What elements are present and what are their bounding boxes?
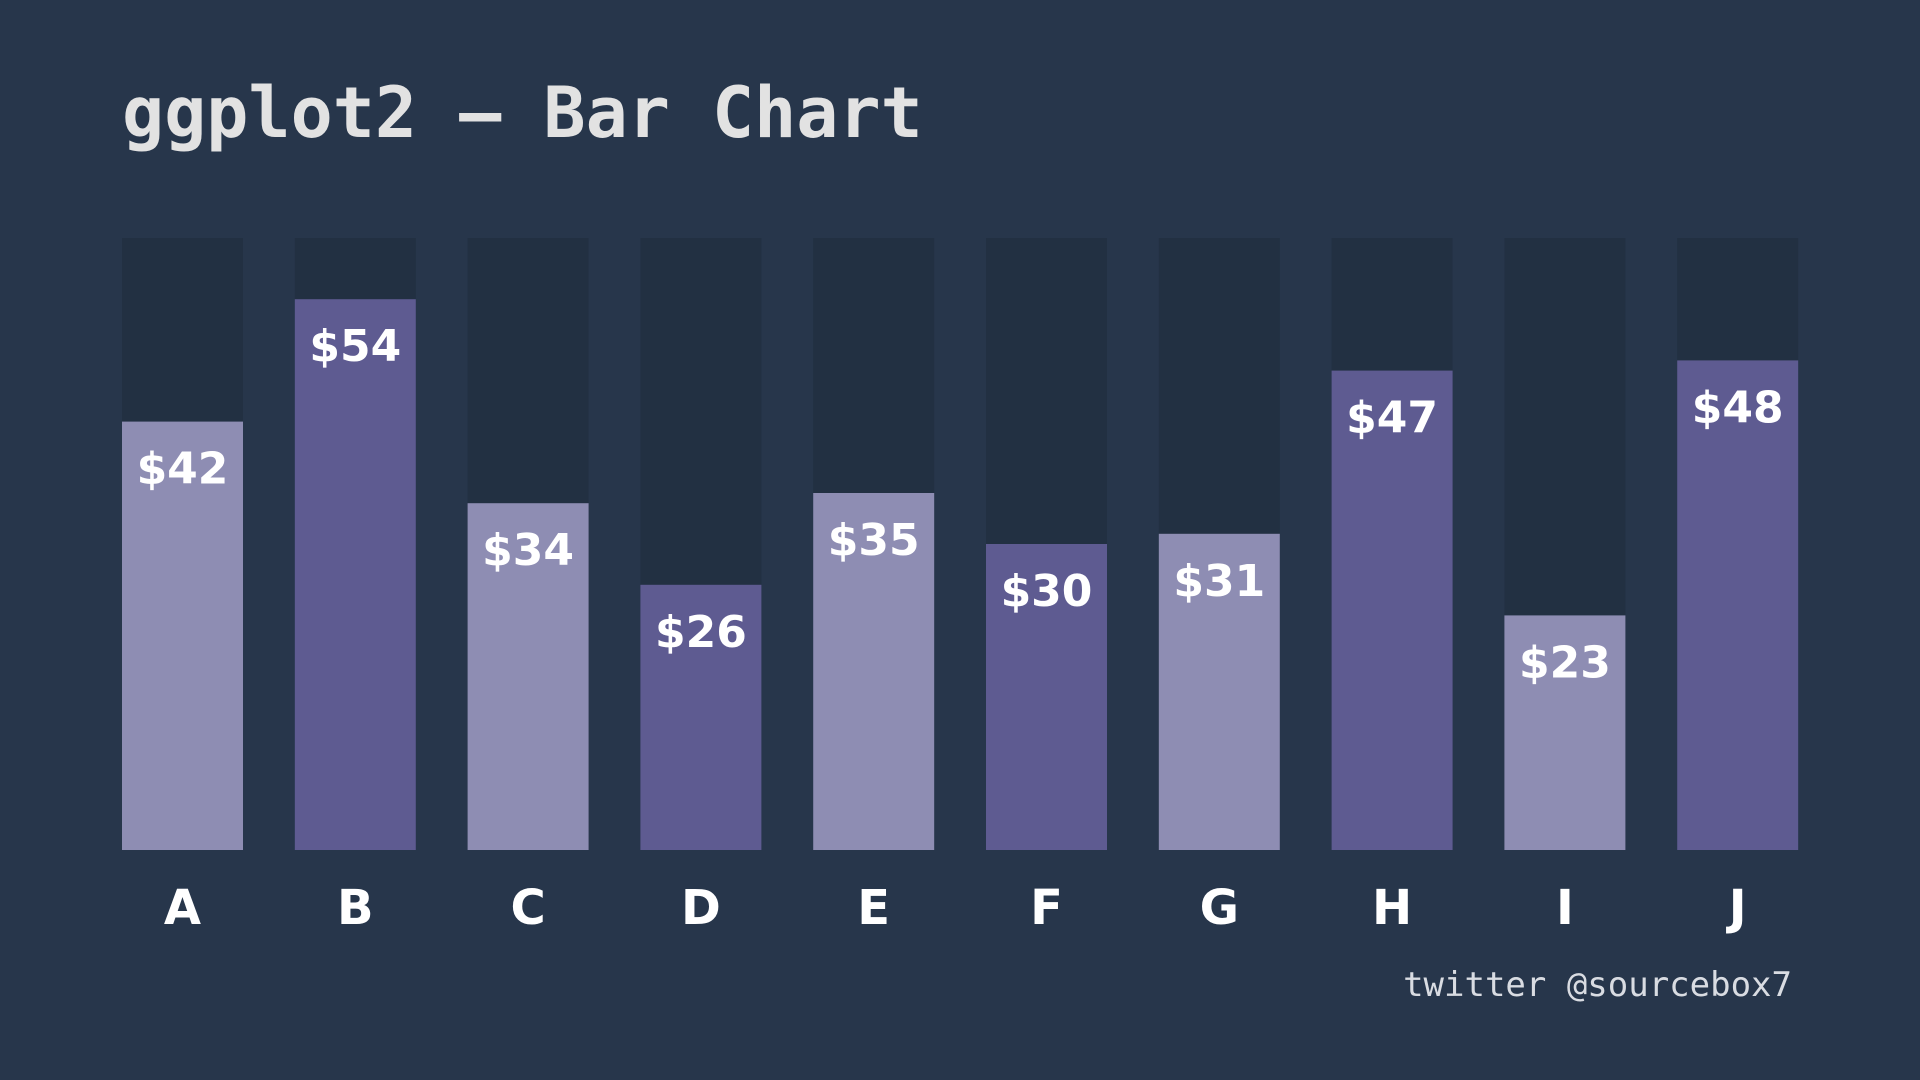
x-tick-label-C: C [510,880,545,936]
bar-value-label-H: $47 [1346,393,1438,444]
bar-H [1331,370,1453,850]
bar-value-label-B: $54 [309,321,401,372]
x-tick-label-E: E [857,880,890,936]
x-tick-label-J: J [1726,880,1747,936]
bar-value-label-I: $23 [1519,637,1611,688]
x-tick-label-I: I [1556,880,1574,936]
x-tick-label-B: B [337,880,374,936]
bar-value-label-F: $30 [1001,566,1093,617]
bar-value-label-J: $48 [1692,382,1784,433]
bar-F [986,544,1107,850]
bar-A [122,421,243,850]
x-tick-label-G: G [1200,880,1239,936]
credit-text: twitter @sourcebox7 [1403,965,1792,1005]
bar-E [813,493,935,850]
bar-value-label-G: $31 [1173,556,1265,607]
bar-value-label-E: $35 [828,515,920,566]
bar-value-label-A: $42 [137,444,229,495]
x-tick-label-D: D [681,880,721,936]
bar-J [1677,360,1799,850]
x-tick-label-A: A [164,880,201,936]
x-tick-label-H: H [1372,880,1412,936]
bar-G [1158,533,1280,850]
bar-B [294,299,416,850]
bar-D [640,584,762,850]
bar-value-label-C: $34 [482,525,574,576]
chart-title: ggplot2 – Bar Chart [122,72,923,154]
bar-value-label-D: $26 [655,607,747,658]
x-tick-label-F: F [1030,880,1063,936]
bar-I [1504,615,1626,850]
bar-C [467,503,589,850]
